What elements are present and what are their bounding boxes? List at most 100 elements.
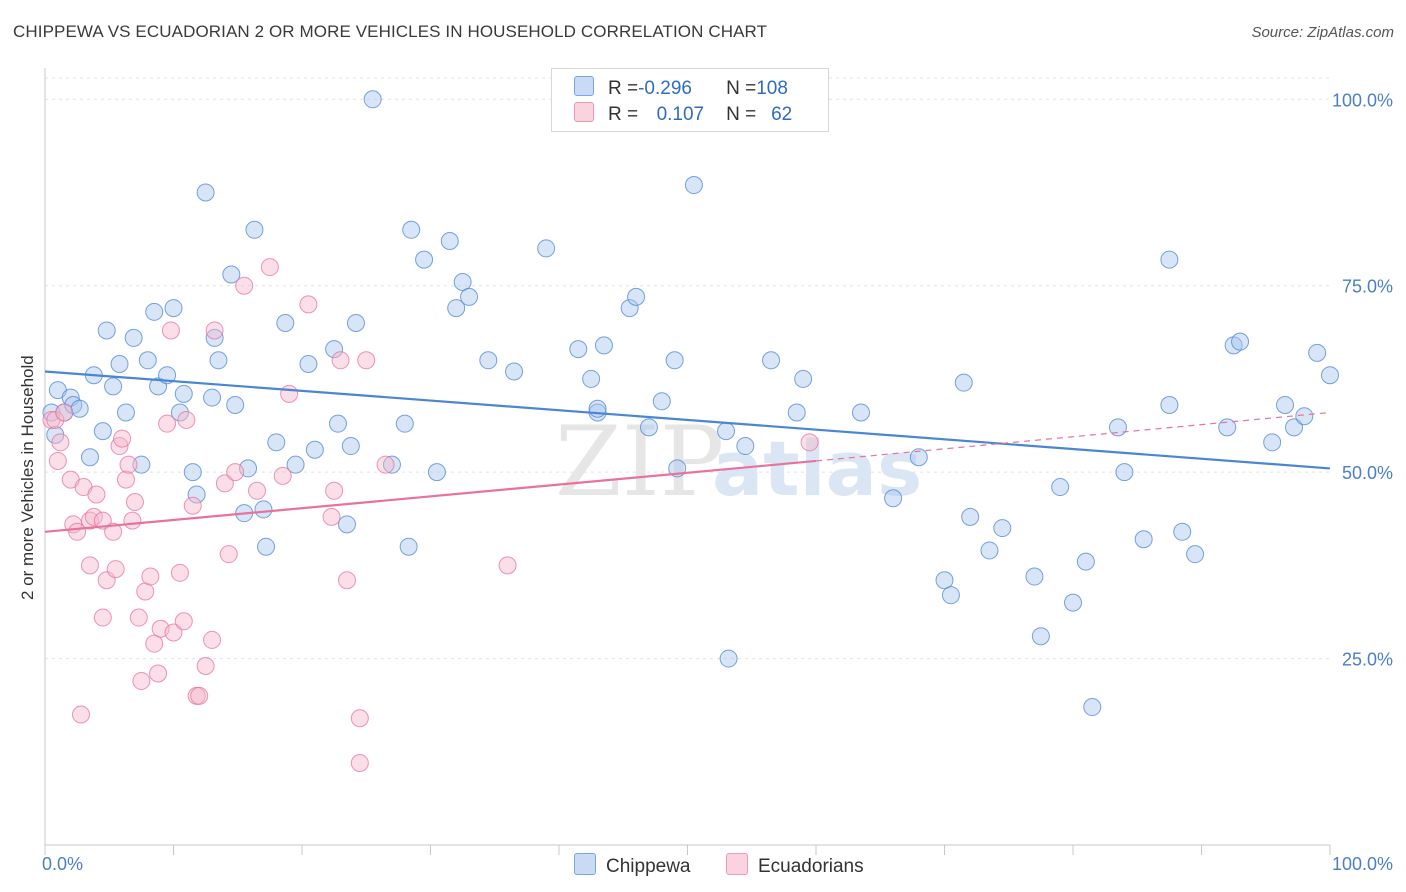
chart-title: CHIPPEWA VS ECUADORIAN 2 OR MORE VEHICLE…: [13, 22, 768, 41]
data-point: [170, 403, 189, 422]
data-point: [116, 470, 135, 489]
data-point: [684, 176, 703, 195]
data-point: [97, 321, 116, 340]
data-point: [800, 433, 819, 452]
source-label: Source: ZipAtlas.com: [1251, 24, 1394, 41]
data-point: [1160, 250, 1179, 269]
data-point: [1285, 418, 1304, 437]
data-point: [980, 541, 999, 560]
data-point: [537, 239, 556, 258]
data-point: [46, 410, 65, 429]
data-point: [104, 377, 123, 396]
data-point: [1108, 418, 1127, 437]
data-point: [123, 511, 142, 530]
data-point: [427, 463, 446, 482]
x-tick-label: 0.0%: [42, 854, 83, 874]
data-point: [93, 608, 112, 627]
data-point: [174, 612, 193, 631]
data-point: [395, 414, 414, 433]
data-point: [70, 399, 89, 418]
data-point: [736, 437, 755, 456]
y-tick-label: 100.0%: [1332, 90, 1393, 110]
data-point: [299, 355, 318, 374]
data-point: [124, 328, 143, 347]
data-point: [149, 664, 168, 683]
data-point: [794, 369, 813, 388]
data-point: [402, 220, 421, 239]
data-point: [164, 623, 183, 642]
data-point: [116, 403, 135, 422]
bottom-legend-label: Chippewa: [606, 856, 691, 877]
data-point: [1173, 522, 1192, 541]
data-point: [498, 556, 517, 575]
data-point: [1134, 530, 1153, 549]
data-point: [145, 634, 164, 653]
data-point: [48, 451, 67, 470]
data-point: [286, 455, 305, 474]
data-point: [132, 671, 151, 690]
legend-row-chippewa: R = -0.296 N = 108: [574, 76, 788, 100]
watermark-zip: ZIP: [555, 406, 724, 518]
data-point: [125, 492, 144, 511]
data-point: [1186, 545, 1205, 564]
data-point: [136, 582, 155, 601]
y-tick-label: 75.0%: [1342, 277, 1393, 297]
data-point: [627, 287, 646, 306]
data-point: [71, 705, 90, 724]
watermark: ZIP atlas: [555, 406, 922, 518]
data-point: [104, 522, 123, 541]
data-point: [1308, 343, 1327, 362]
bottom-legend-label: Ecuadorians: [758, 856, 864, 877]
data-point: [337, 571, 356, 590]
tick-labels: 25.0% 50.0% 75.0% 100.0% 0.0% 100.0%: [42, 90, 1393, 874]
data-point: [505, 362, 524, 381]
data-point: [357, 351, 376, 370]
data-point: [260, 258, 279, 277]
data-point: [55, 403, 74, 422]
data-point: [1064, 593, 1082, 612]
bottom-legend-swatch-chippewa: [574, 853, 596, 875]
data-point: [363, 90, 382, 109]
data-point: [1321, 366, 1339, 385]
data-point: [350, 709, 369, 728]
data-point: [1031, 627, 1050, 646]
data-point: [205, 328, 224, 347]
data-point: [196, 657, 215, 676]
data-point: [479, 351, 498, 370]
legend-n-label: N =: [726, 104, 757, 125]
data-point: [453, 272, 472, 291]
data-point: [205, 321, 224, 340]
data-point: [132, 455, 151, 474]
data-point: [203, 388, 222, 407]
data-point: [415, 250, 434, 269]
data-point: [93, 422, 112, 441]
data-point: [87, 485, 106, 504]
data-points: [42, 90, 1339, 772]
y-tick-label: 50.0%: [1342, 463, 1393, 483]
data-point: [209, 351, 228, 370]
legend-n-value: 108: [756, 78, 788, 99]
data-point: [257, 537, 276, 556]
legend-n-value: 62: [771, 104, 793, 125]
data-point: [337, 515, 356, 534]
data-point: [787, 403, 806, 422]
data-point: [331, 351, 350, 370]
data-point: [245, 220, 264, 239]
data-point: [569, 340, 588, 359]
data-point: [219, 545, 238, 564]
data-point: [170, 563, 189, 582]
legend-swatch-ecuadorians: [574, 102, 594, 122]
data-point: [164, 299, 183, 318]
data-point: [325, 481, 344, 500]
data-point: [447, 299, 466, 318]
data-point: [1276, 396, 1295, 415]
data-point: [280, 384, 299, 403]
data-point: [299, 295, 318, 314]
data-point: [84, 507, 103, 526]
data-point: [174, 384, 193, 403]
data-point: [328, 414, 347, 433]
legend-r-label: R =: [608, 104, 639, 125]
data-point: [909, 448, 928, 467]
trend-lines: [44, 370, 1331, 533]
legend-r-value: -0.296: [638, 78, 692, 99]
